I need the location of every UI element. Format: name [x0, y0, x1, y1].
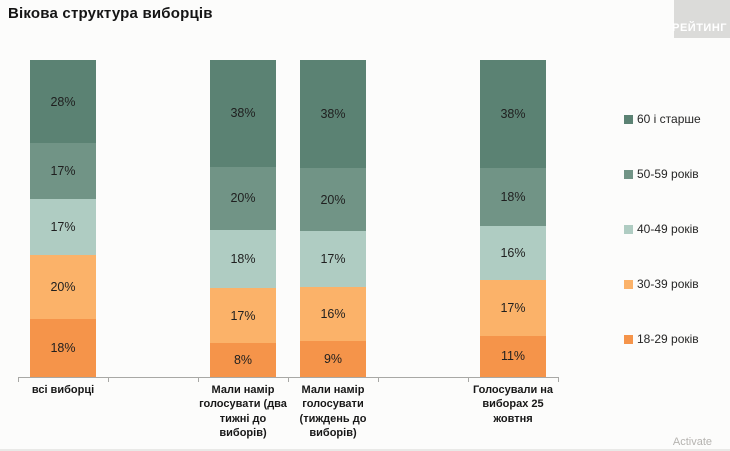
- segment-value-label: 17%: [50, 164, 76, 179]
- bar-segment: 38%: [480, 60, 546, 168]
- segment-value-label: 18%: [230, 251, 256, 266]
- legend-item: 30-39 років: [624, 277, 699, 291]
- category-label: Мали намір голосувати (тиждень до виборі…: [299, 384, 367, 439]
- segment-value-label: 17%: [320, 252, 346, 267]
- segment-value-label: 8%: [233, 353, 253, 368]
- bar-segment: 17%: [300, 231, 366, 288]
- bar-column: 38% 20% 17% 16% 9%: [300, 60, 366, 377]
- bar-segment: 11%: [480, 335, 546, 377]
- legend-label: 30-39 років: [637, 277, 699, 291]
- bar-segment: 8%: [210, 343, 276, 377]
- bar-segment: 9%: [300, 340, 366, 377]
- bar-column: 38% 18% 16% 17% 11%: [480, 60, 546, 377]
- bar-segment: 20%: [210, 166, 276, 230]
- segment-value-label: 11%: [500, 349, 526, 364]
- bar-segment: 17%: [30, 199, 96, 256]
- bar-segment: 38%: [210, 60, 276, 167]
- legend-label: 50-59 років: [637, 167, 699, 181]
- bar-segment: 38%: [300, 60, 366, 168]
- legend-label: 60 і старше: [637, 112, 701, 126]
- axis-tick: [288, 377, 289, 382]
- legend-label: 40-49 років: [637, 222, 699, 236]
- legend-swatch-icon: [624, 169, 633, 179]
- category-label: Мали намір голосувати (два тижні до вибо…: [199, 384, 287, 439]
- bottom-edge-strip: [0, 449, 730, 451]
- legend-swatch-icon: [624, 279, 633, 289]
- bar-segment: 16%: [300, 287, 366, 341]
- legend-item: 60 і старше: [624, 112, 701, 126]
- legend-swatch-icon: [624, 334, 633, 344]
- legend-item: 40-49 років: [624, 222, 699, 236]
- segment-value-label: 17%: [500, 300, 526, 315]
- segment-value-label: 28%: [50, 94, 76, 109]
- bar-column: 38% 20% 18% 17% 8%: [210, 60, 276, 377]
- axis-tick: [378, 377, 379, 382]
- segment-value-label: 18%: [500, 190, 526, 205]
- segment-value-label: 16%: [500, 246, 526, 261]
- chart-title: Вікова структура виборців: [8, 5, 213, 22]
- legend-label: 18-29 років: [637, 332, 699, 346]
- segment-value-label: 17%: [50, 220, 76, 235]
- bar-segment: 17%: [30, 143, 96, 200]
- segment-value-label: 20%: [320, 192, 346, 207]
- legend-swatch-icon: [624, 114, 633, 124]
- axis-tick: [198, 377, 199, 382]
- rating-logo: РЕЙТИНГ: [672, 0, 730, 38]
- bar-segment: 17%: [210, 287, 276, 344]
- axis-tick: [108, 377, 109, 382]
- segment-value-label: 38%: [500, 106, 526, 121]
- bar-segment: 20%: [30, 255, 96, 319]
- rating-logo-text: РЕЙТИНГ: [672, 22, 727, 34]
- activate-watermark: Activate: [672, 436, 712, 448]
- bar-segment: 20%: [300, 167, 366, 232]
- segment-value-label: 18%: [50, 340, 76, 355]
- segment-value-label: 16%: [320, 307, 346, 321]
- category-label: всі виборці: [31, 384, 95, 396]
- legend-item: 18-29 років: [624, 332, 699, 346]
- legend-item: 50-59 років: [624, 167, 699, 181]
- segment-value-label: 20%: [230, 191, 256, 206]
- axis-tick: [468, 377, 469, 382]
- bar-segment: 17%: [480, 279, 546, 336]
- segment-value-label: 17%: [230, 308, 256, 323]
- axis-tick: [558, 377, 559, 382]
- segment-value-label: 20%: [50, 279, 76, 294]
- bar-segment: 16%: [480, 226, 546, 280]
- bar-segment: 18%: [210, 229, 276, 288]
- segment-value-label: 38%: [320, 106, 346, 121]
- legend-swatch-icon: [624, 224, 633, 234]
- segment-value-label: 38%: [230, 106, 256, 121]
- segment-value-label: 9%: [323, 351, 343, 366]
- bar-segment: 18%: [480, 167, 546, 227]
- bar-column: 28% 17% 17% 20% 18%: [30, 60, 96, 377]
- category-label: Голосували на виборах 25 жовтня: [472, 384, 554, 425]
- bar-segment: 28%: [30, 60, 96, 144]
- axis-tick: [18, 377, 19, 382]
- plot-area: 28% 17% 17% 20% 18% всі виборці 38% 20% 18% 17% 8%…: [18, 60, 559, 439]
- bar-segment: 18%: [30, 318, 96, 377]
